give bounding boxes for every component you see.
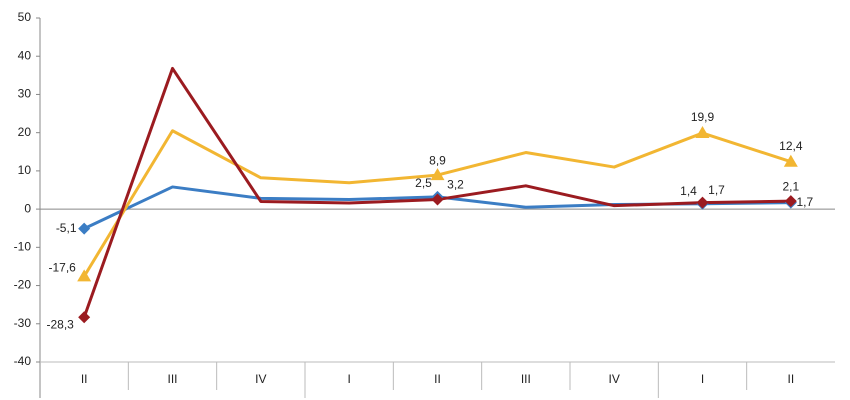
y-tick-label: -30 xyxy=(14,316,32,330)
marker xyxy=(784,195,797,208)
y-tick-label: -10 xyxy=(14,240,32,254)
x-tick-label: III xyxy=(167,372,177,386)
y-tick-label: 50 xyxy=(18,10,32,24)
y-tick-label: 10 xyxy=(18,163,32,177)
value-label: 2,5 xyxy=(415,176,432,190)
value-label: 2,1 xyxy=(782,179,799,193)
x-tick-label: I xyxy=(701,372,704,386)
y-tick-label: 0 xyxy=(24,201,31,215)
value-label: -5,1 xyxy=(56,221,77,235)
y-tick-label: 30 xyxy=(18,87,32,101)
marker xyxy=(783,154,798,167)
value-label: 1,7 xyxy=(708,183,725,197)
marker xyxy=(77,269,92,282)
x-tick-label: II xyxy=(81,372,88,386)
value-label: 19,9 xyxy=(691,110,715,124)
marker xyxy=(696,196,709,209)
value-label: 8,9 xyxy=(429,153,446,167)
value-label: 1,7 xyxy=(796,195,813,209)
marker xyxy=(431,193,444,206)
y-tick-label: 20 xyxy=(18,125,32,139)
value-label: -28,3 xyxy=(46,317,74,331)
marker xyxy=(430,168,445,181)
marker xyxy=(78,311,91,324)
x-tick-label: IV xyxy=(255,372,266,386)
value-label: 1,4 xyxy=(680,184,697,198)
y-tick-label: 40 xyxy=(18,48,32,62)
value-label: 12,4 xyxy=(779,139,803,153)
x-tick-label: IV xyxy=(608,372,619,386)
x-tick-label: II xyxy=(434,372,441,386)
x-tick-label: III xyxy=(521,372,531,386)
value-label: -17,6 xyxy=(48,261,76,275)
value-label: 3,2 xyxy=(447,178,464,192)
x-tick-label: II xyxy=(787,372,794,386)
y-tick-label: -40 xyxy=(14,354,32,368)
x-tick-label: I xyxy=(347,372,350,386)
marker xyxy=(78,222,91,235)
marker xyxy=(695,126,710,139)
y-tick-label: -20 xyxy=(14,278,32,292)
